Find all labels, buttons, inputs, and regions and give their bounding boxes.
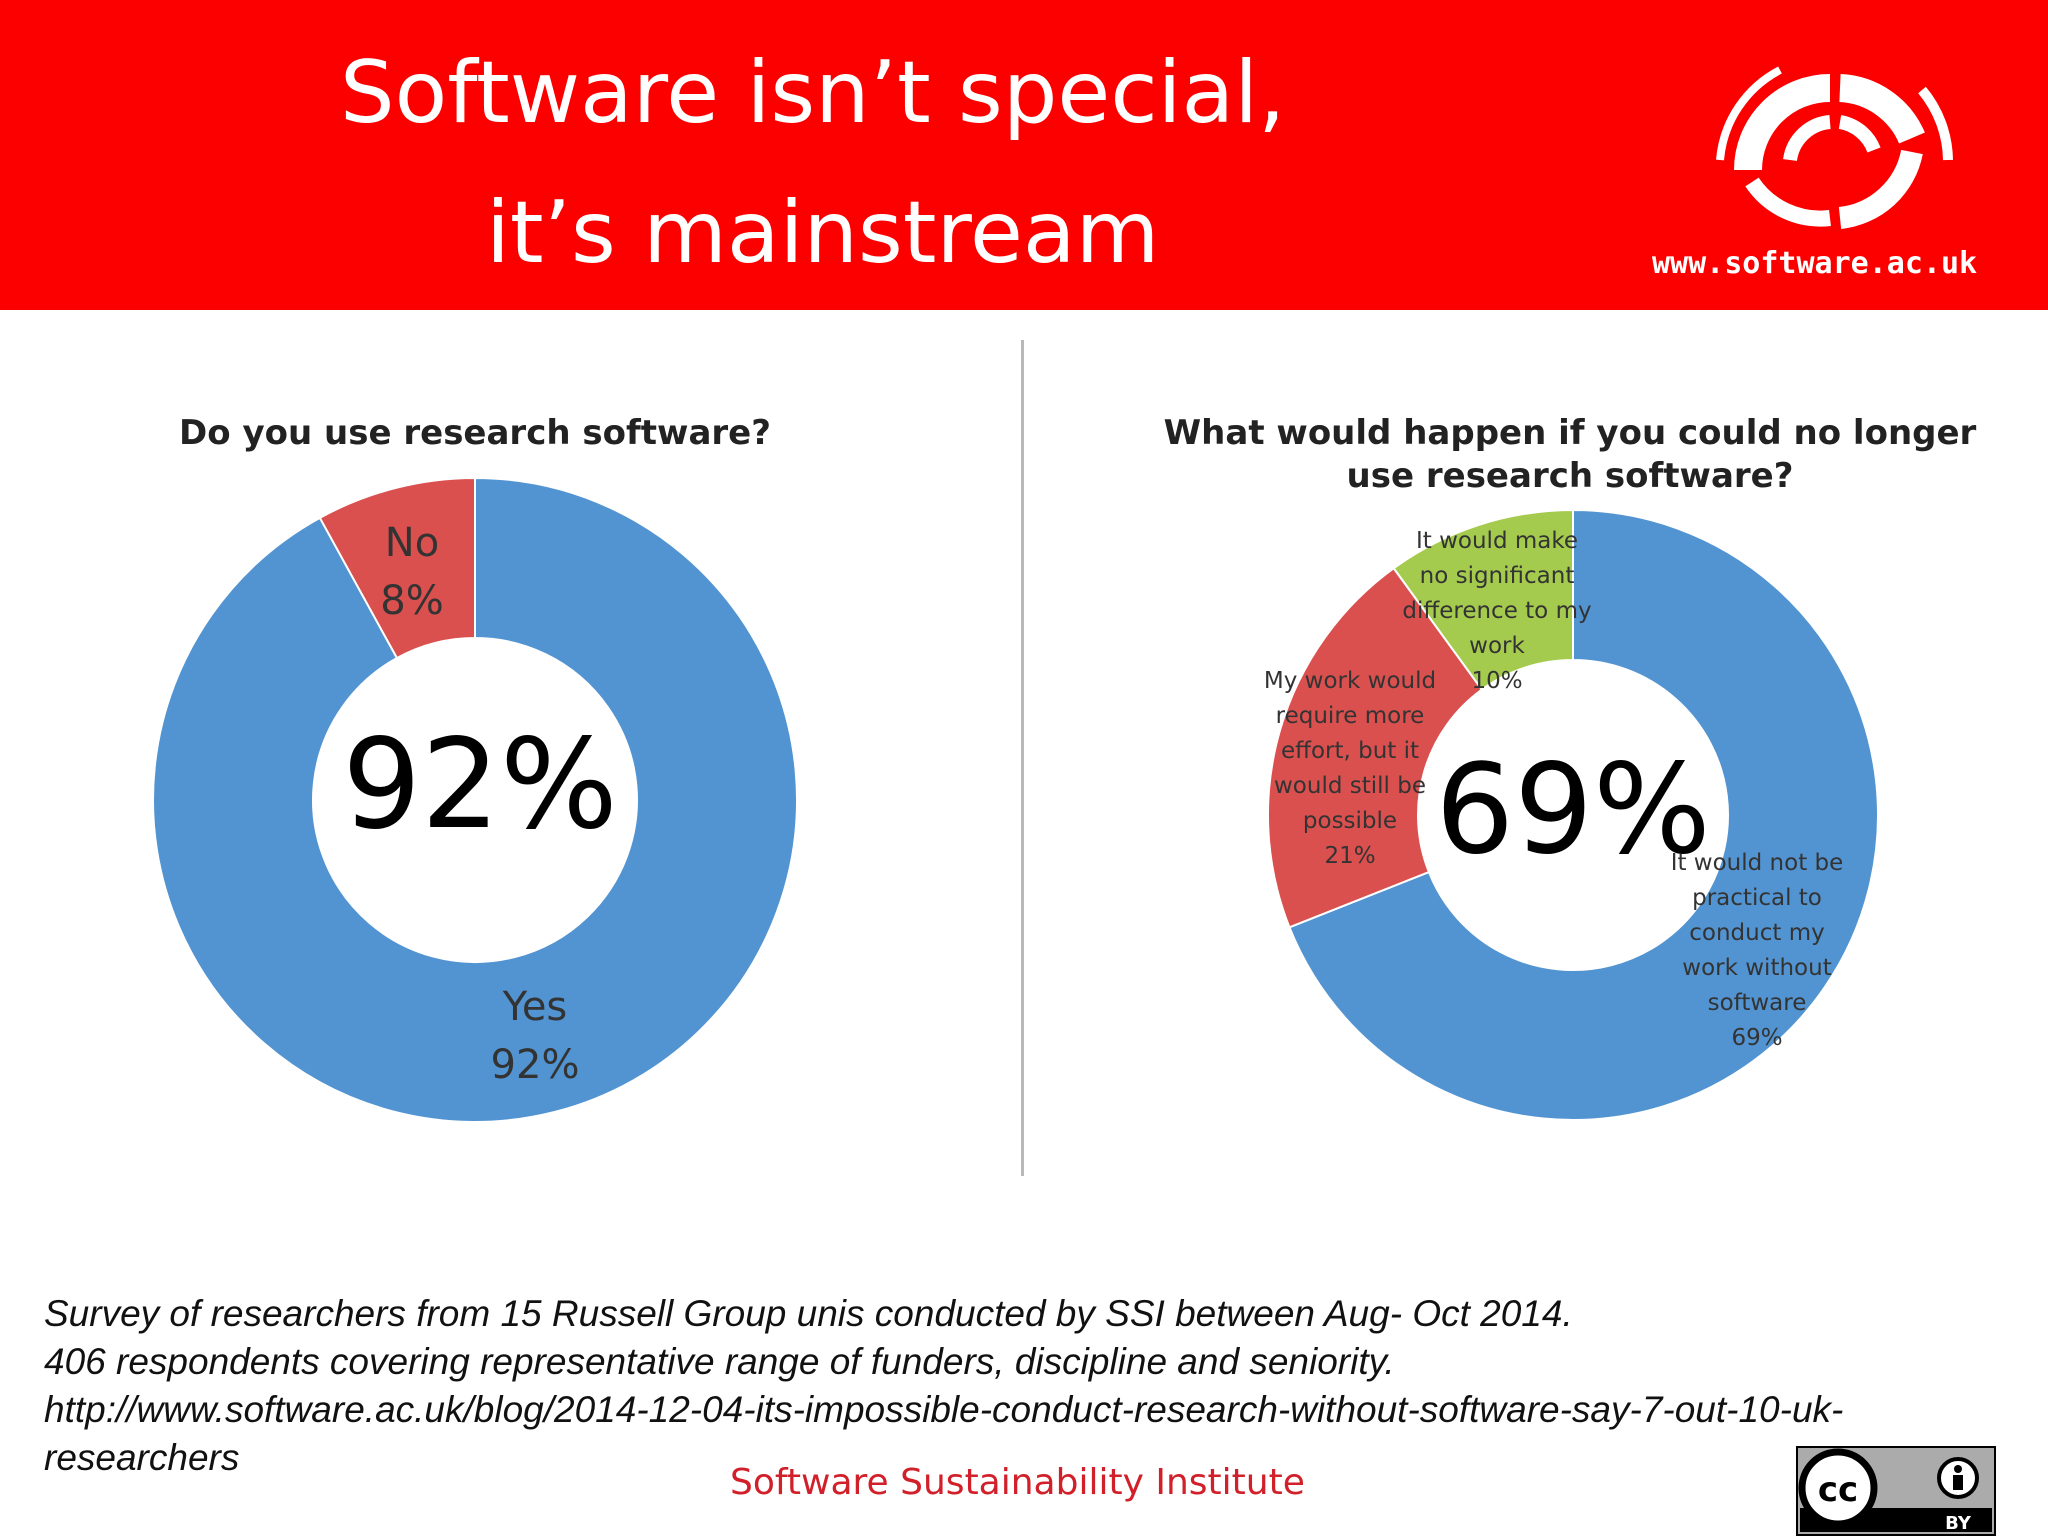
- chart-2-slice-3: [1392, 508, 1574, 691]
- chart-2-slice-2: [1267, 566, 1484, 929]
- chart-1-center-label: 92%: [342, 713, 618, 857]
- footnote-line-2: 406 respondents covering representative …: [44, 1341, 1395, 1382]
- chart-2-slice-2-label: My work would require more effort, but it w…: [1264, 668, 1436, 869]
- cc-badge-left-text: cc: [1818, 1470, 1858, 1510]
- chart-2-center-label: 69%: [1435, 738, 1711, 882]
- chart-2-slice-3-label: It would make no significant difference to…: [1402, 528, 1591, 694]
- chart-1-slice-labels: Yes 92% No 8%: [380, 520, 579, 1088]
- chart-1-title: Do you use research software?: [179, 413, 771, 453]
- header-banner: Software isn’t special, it’s mainstream …: [0, 0, 2048, 310]
- chart-1-slice-2-label: No 8%: [380, 520, 443, 624]
- slide-title-line-1: Software isn’t special,: [340, 43, 1286, 143]
- chart-2-title-line-1: What would happen if you could no longer: [1164, 413, 1977, 453]
- footnote-link[interactable]: http://www.software.ac.uk/blog/2014-12-0…: [44, 1389, 1844, 1430]
- chart-2-slice-1: [1288, 508, 1880, 1121]
- chart-1-slice-1: [152, 476, 798, 1123]
- chart-1-slice-1-label: Yes 92%: [491, 984, 580, 1088]
- footnote-line-4: researchers: [44, 1437, 240, 1478]
- chart-1-donut: [152, 476, 798, 1123]
- chart-2-slice-1-label: It would not be practical to conduct my wor…: [1671, 850, 1844, 1051]
- chart-2-donut: [1267, 508, 1880, 1121]
- chart-2-slice-labels: It would not be practical to conduct my wor…: [1264, 528, 1843, 1051]
- website-url: www.software.ac.uk: [1652, 246, 1978, 281]
- slide-title-line-2: it’s mainstream: [486, 183, 1160, 283]
- ssi-logo-icon: [1716, 66, 1953, 229]
- footnote-line-1: Survey of researchers from 15 Russell Gr…: [44, 1293, 1573, 1334]
- chart-1-slice-2: [318, 476, 476, 660]
- cc-badge-right-text: BY: [1945, 1513, 1972, 1534]
- organization-name: Software Sustainability Institute: [730, 1462, 1305, 1503]
- survey-footnote: Survey of researchers from 15 Russell Gr…: [44, 1290, 2004, 1482]
- cc-by-icon: cc BY: [1796, 1446, 1996, 1536]
- chart-2-title-line-2: use research software?: [1347, 456, 1794, 496]
- chart-divider: [1021, 340, 1024, 1176]
